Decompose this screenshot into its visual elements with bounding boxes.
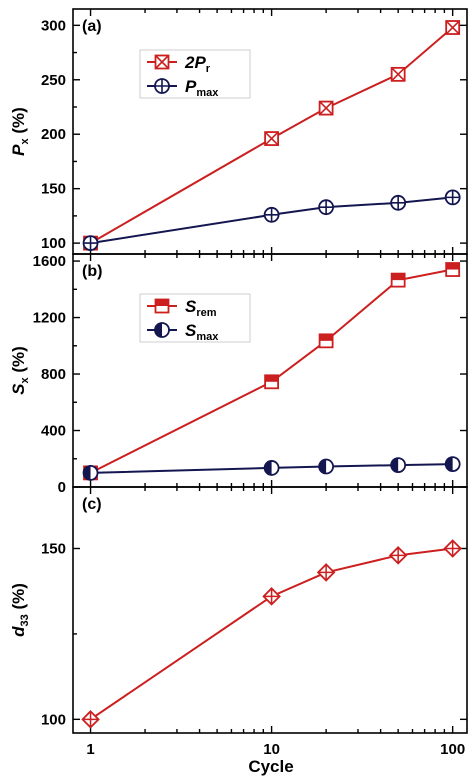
panel-c-series-d33-line xyxy=(89,547,453,721)
panel-a-legend-label: 2Pr xyxy=(184,53,211,75)
panel-a-series-2pr-point xyxy=(390,66,406,82)
panel-c-ytick-label: 100 xyxy=(41,711,66,728)
panel-a-series-2pr-point-cross xyxy=(319,101,334,116)
panel-a-series-pmax-point xyxy=(444,189,461,206)
panel-c-ytick-label: 150 xyxy=(41,541,66,558)
panel-b-series-srem-point-fill xyxy=(446,263,460,270)
panel-b-legend-label: Srem xyxy=(185,297,217,319)
panel-b-series-srem-point xyxy=(264,374,280,390)
panel-b-series-smax-point xyxy=(390,457,407,474)
panel-a-series-2pr-point-cross xyxy=(445,20,460,35)
panel-b-ytick-label: 1200 xyxy=(33,310,66,327)
panel-c: 100 150 (c) d33 (%) xyxy=(9,486,468,734)
panel-b-ytick-label: 800 xyxy=(41,366,66,383)
panel-b-series-smax-point xyxy=(263,460,280,476)
panel-c-series-d33-point-plus xyxy=(444,540,461,557)
panel-a-ytick-label: 250 xyxy=(41,72,66,89)
panel-c-series-d33-point-plus xyxy=(263,588,280,605)
panel-b-series-srem-point xyxy=(318,333,334,349)
panel-a-label: (a) xyxy=(82,18,102,35)
panel-c-series-d33-point xyxy=(388,546,408,565)
panel-a-legend-marker xyxy=(154,78,170,94)
panel-a-legend-label: Pmax xyxy=(185,77,219,99)
panel-a-series-pmax-point xyxy=(390,194,407,211)
panel-b-series-srem-point-fill xyxy=(391,273,405,281)
panel-b-legend-label: Smax xyxy=(185,321,219,343)
x-tick-label: 100 xyxy=(440,741,465,758)
panel-a-series-pmax-point-plus xyxy=(445,190,460,205)
panel-a-legend-marker-cross xyxy=(154,54,170,70)
x-tick-label: 1 xyxy=(86,741,94,758)
panel-b-series-smax-point xyxy=(444,456,461,473)
panel-b-series-smax-point-fill xyxy=(391,458,399,473)
panel-a-series-pmax-point xyxy=(263,206,280,223)
panel-a-series-2pr-point-cross xyxy=(391,67,406,82)
panel-c-label: (c) xyxy=(82,496,102,513)
panel-c-series-d33-point-plus xyxy=(82,711,99,728)
panel-a-series-2pr-point-cross xyxy=(264,131,279,146)
panel-b-series-smax-point xyxy=(82,464,99,481)
panel-a-series-pmax-point xyxy=(82,235,99,252)
panel-a-ytick-label: 200 xyxy=(41,126,66,143)
panel-a-ytick-label: 150 xyxy=(41,181,66,198)
x-axis-label: Cycle xyxy=(248,757,293,776)
panel-b-series-srem-point xyxy=(445,262,461,277)
panel-a-series-pmax-point-plus xyxy=(264,207,279,222)
panel-b-y-axis-label: Sx (%) xyxy=(9,346,31,395)
panel-b-series-smax-point-fill xyxy=(83,465,91,480)
panel-a-series-pmax-point xyxy=(318,199,335,216)
panel-a-series-2pr-point xyxy=(264,131,280,146)
panel-a-series-pmax-point-plus xyxy=(83,236,98,251)
panel-b-ytick-label: 400 xyxy=(41,423,66,440)
panel-a-series-2pr-point xyxy=(445,20,461,35)
panel-b-series-smax-point-fill xyxy=(445,457,453,472)
panel-b-legend-marker xyxy=(154,322,170,338)
panel-c-frame xyxy=(72,486,468,734)
panel-b-legend-marker xyxy=(154,298,170,314)
panel-a-ytick-label: 300 xyxy=(41,17,66,34)
panel-b-legend-marker-fill xyxy=(155,299,169,306)
panel-a-series-pmax-point-plus xyxy=(319,200,334,215)
panel-b-series-srem-point xyxy=(390,272,406,288)
panel-a-legend-marker xyxy=(154,54,170,70)
panel-b-ytick-label: 0 xyxy=(58,479,66,496)
panel-c-series-d33-point xyxy=(443,539,462,558)
panel-b-series-srem-point-fill xyxy=(319,334,333,341)
panel-c-y-axis-label: d33 (%) xyxy=(9,583,31,637)
panel-c-series-d33-point xyxy=(316,563,336,582)
panel-a-legend-marker-plus xyxy=(155,79,169,93)
panel-b-series-smax-point-fill xyxy=(264,460,272,475)
x-tick-label: 10 xyxy=(263,741,280,758)
panel-b-label: (b) xyxy=(82,263,102,280)
panel-a-ytick-label: 100 xyxy=(41,235,66,252)
panel-b-series-smax-point xyxy=(318,458,335,475)
panel-b-series-srem-point-fill xyxy=(265,375,279,382)
panel-c-series-d33-point xyxy=(262,587,281,606)
panel-b-legend-marker-fill xyxy=(155,323,162,337)
panel-c-series-d33-point xyxy=(81,710,100,729)
panel-c-series-d33-point-plus xyxy=(390,547,407,564)
panel-c-series-d33-point-plus xyxy=(318,564,335,581)
panel-a-y-axis-label: Px (%) xyxy=(9,107,31,156)
panel-a-series-2pr-point xyxy=(318,100,334,116)
panel-a-series-pmax-point-plus xyxy=(391,195,406,210)
panel-b-series-smax-point-fill xyxy=(319,459,327,474)
panel-b-ytick-label: 1600 xyxy=(33,253,66,270)
